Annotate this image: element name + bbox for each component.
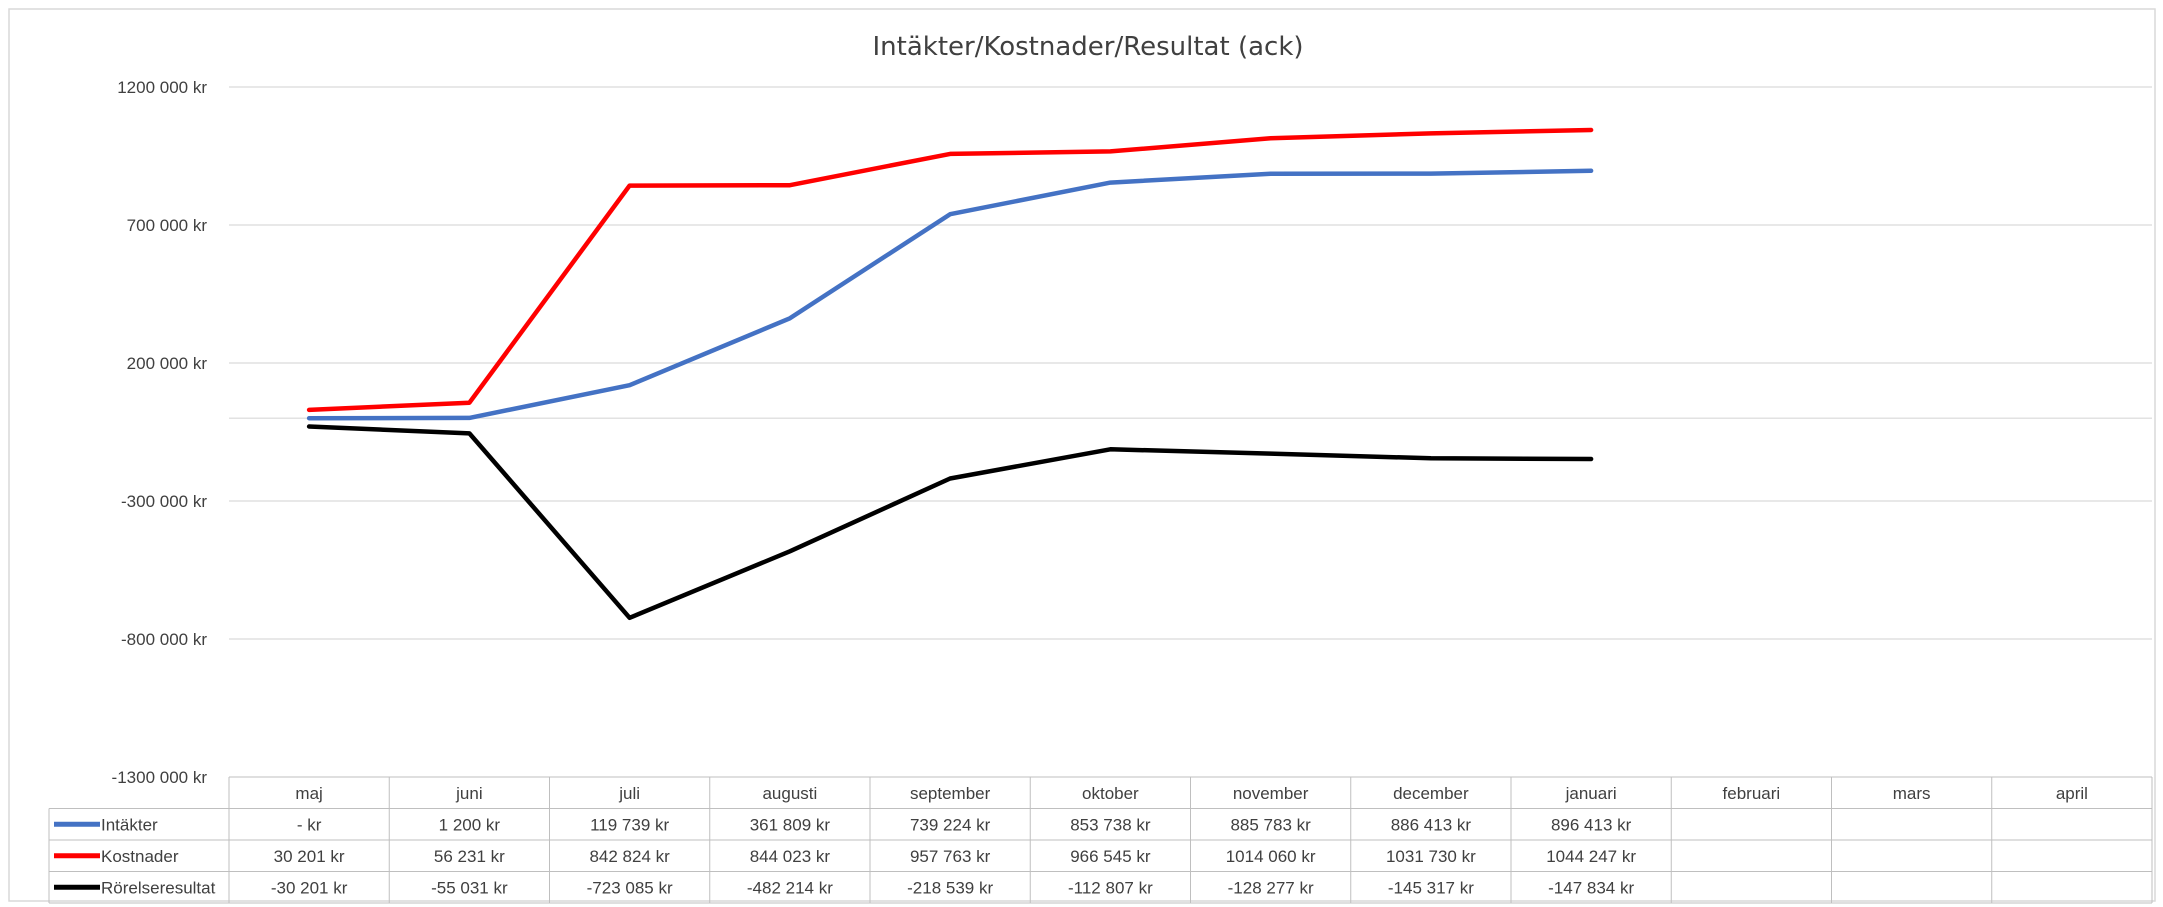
x-tick-label: september <box>910 784 991 803</box>
data-label: 1 200 kr <box>439 815 501 834</box>
data-label: -30 201 kr <box>271 878 348 897</box>
legend-label: Kostnader <box>101 847 179 866</box>
y-tick-label: 200 000 kr <box>127 354 208 373</box>
x-tick-label: augusti <box>762 784 817 803</box>
data-table: maj juni juli augusti september oktober novemb… <box>48 776 2153 904</box>
x-tick-label: november <box>1233 784 1309 803</box>
data-label: - kr <box>297 815 322 834</box>
data-label: 844 023 kr <box>750 847 831 866</box>
data-label: 957 763 kr <box>910 847 991 866</box>
x-tick-label: juni <box>455 784 482 803</box>
data-label: -482 214 kr <box>747 878 833 897</box>
data-label: -218 539 kr <box>907 878 993 897</box>
chart-title: Intäkter/Kostnader/Resultat (ack) <box>872 32 1303 62</box>
data-label: -147 834 kr <box>1548 878 1634 897</box>
x-tick-label: april <box>2056 784 2088 803</box>
data-label: -55 031 kr <box>431 878 508 897</box>
x-tick-label: juli <box>618 784 640 803</box>
data-label: 885 783 kr <box>1230 815 1311 834</box>
data-label: -128 277 kr <box>1228 878 1314 897</box>
data-label: -145 317 kr <box>1388 878 1474 897</box>
data-label: 119 739 kr <box>590 815 669 834</box>
x-tick-label: december <box>1393 784 1469 803</box>
data-label: 1031 730 kr <box>1386 847 1476 866</box>
y-tick-label: 1200 000 kr <box>117 78 207 97</box>
data-label: 56 231 kr <box>434 847 505 866</box>
data-label: 1044 247 kr <box>1546 847 1636 866</box>
x-tick-label: januari <box>1565 784 1617 803</box>
data-label: 886 413 kr <box>1391 815 1472 834</box>
legend-label: Intäkter <box>101 815 158 834</box>
data-label: 30 201 kr <box>274 847 345 866</box>
legend-label: Rörelseresultat <box>101 878 216 897</box>
data-label: 361 809 kr <box>750 815 831 834</box>
data-label: 896 413 kr <box>1551 815 1632 834</box>
data-label: -112 807 kr <box>1068 878 1153 897</box>
x-tick-label: oktober <box>1082 784 1139 803</box>
x-tick-label: mars <box>1893 784 1931 803</box>
data-label: 842 824 kr <box>589 847 670 866</box>
data-label: 739 224 kr <box>910 815 991 834</box>
x-tick-label: februari <box>1723 784 1781 803</box>
y-tick-label: -300 000 kr <box>121 492 207 511</box>
x-tick-label: maj <box>295 784 322 803</box>
gridlines <box>229 86 2152 640</box>
data-label: 966 545 kr <box>1070 847 1151 866</box>
y-tick-label: -1300 000 kr <box>112 768 208 787</box>
y-axis-ticks: 1200 000 kr 700 000 kr 200 000 kr -300 000 … <box>112 78 208 787</box>
data-label: 1014 060 kr <box>1226 847 1316 866</box>
y-tick-label: -800 000 kr <box>121 630 207 649</box>
data-label: 853 738 kr <box>1070 815 1151 834</box>
y-tick-label: 700 000 kr <box>127 216 208 235</box>
series-lines <box>306 127 1594 621</box>
data-label: -723 085 kr <box>587 878 673 897</box>
